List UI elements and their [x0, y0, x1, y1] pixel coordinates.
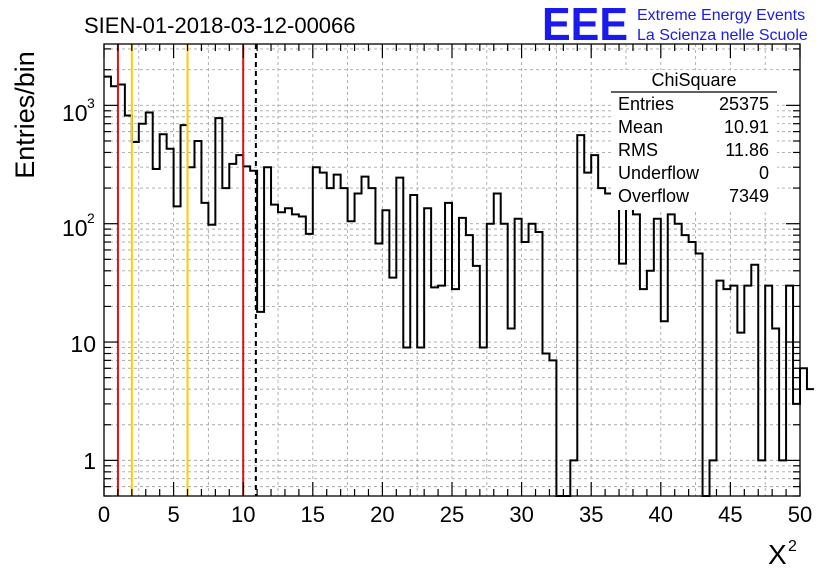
y-tick-labels: 10 3 10 2 10 1 [62, 95, 96, 474]
y-tick-label-1000-exp: 3 [87, 95, 95, 111]
x-tick-label: 5 [167, 502, 179, 527]
x-axis-label-superscript: 2 [788, 538, 797, 555]
stats-label-underflow: Underflow [618, 163, 700, 183]
x-axis-label-base: X [768, 539, 787, 570]
threshold-lines [116, 44, 257, 496]
stats-value-rms: 11.86 [725, 140, 769, 160]
y-tick-label-1: 1 [83, 448, 96, 474]
histogram-outline [104, 75, 814, 497]
eee-logo: EEE Extreme Energy Events La Scienza nel… [542, 0, 808, 50]
stats-label-mean: Mean [618, 117, 663, 137]
y-tick-label-100: 10 [62, 215, 88, 241]
y-tick-label-10: 10 [70, 331, 96, 357]
axes-ticks [103, 44, 801, 497]
stats-title: ChiSquare [651, 70, 736, 90]
histogram-bars [104, 75, 814, 497]
x-tick-label: 50 [788, 502, 812, 527]
x-axis-label: X 2 [768, 538, 797, 570]
x-tick-label: 0 [98, 502, 110, 527]
x-tick-label: 45 [718, 502, 742, 527]
stats-value-mean: 10.91 [724, 117, 769, 137]
stats-value-overflow: 7349 [729, 186, 769, 206]
y-tick-label-100-exp: 2 [87, 210, 95, 226]
stats-value-entries: 25375 [719, 94, 769, 114]
eee-logo-mark: EEE [542, 0, 628, 50]
x-tick-label: 20 [370, 502, 394, 527]
y-axis-label: Entries/bin [10, 51, 40, 179]
chart-title: SIEN-01-2018-03-12-00066 [84, 13, 356, 38]
stats-label-overflow: Overflow [618, 186, 690, 206]
x-tick-label: 25 [440, 502, 464, 527]
stats-box: ChiSquare Entries 25375 Mean 10.91 RMS 1… [611, 70, 777, 210]
eee-logo-line2: La Scienza nelle Scuole [637, 27, 808, 44]
stats-value-underflow: 0 [759, 163, 769, 183]
eee-logo-line1: Extreme Energy Events [637, 7, 805, 24]
x-tick-label: 30 [509, 502, 533, 527]
x-tick-label: 10 [231, 502, 255, 527]
y-tick-label-1000: 10 [62, 100, 88, 126]
stats-label-entries: Entries [618, 94, 674, 114]
x-tick-label: 15 [301, 502, 325, 527]
x-tick-label: 40 [649, 502, 673, 527]
x-tick-labels: 0 5 10 15 20 25 30 35 40 45 50 [98, 502, 812, 527]
x-tick-label: 35 [579, 502, 603, 527]
stats-label-rms: RMS [618, 140, 658, 160]
stats-box-background [611, 70, 777, 210]
